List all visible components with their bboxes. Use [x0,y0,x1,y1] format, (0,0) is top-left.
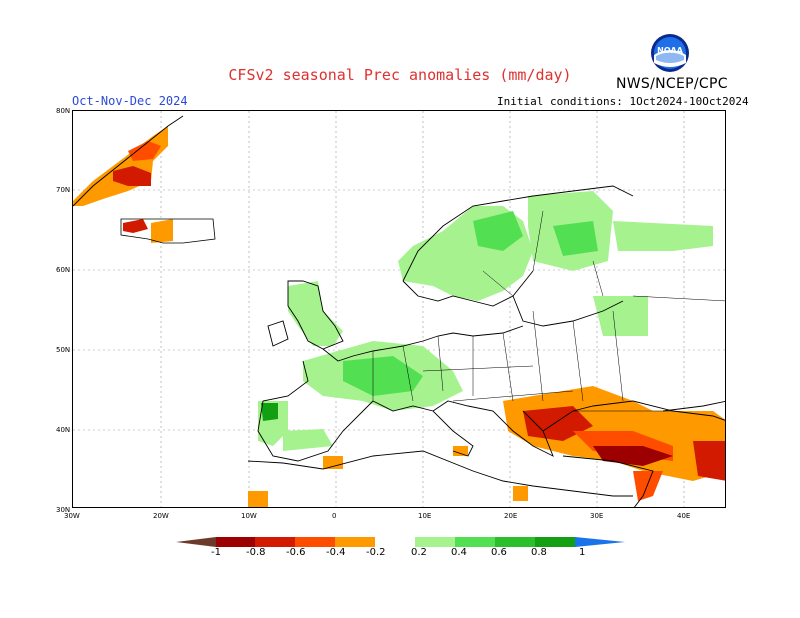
lat-label-70n: 70N [56,186,71,194]
noaa-logo-icon: NOAA [651,34,689,72]
colorbar-swatch-02-04 [415,537,455,547]
colorbar-label: 0.8 [531,547,547,558]
colorbar-label: -1 [211,547,221,558]
chart-title: CFSv2 seasonal Prec anomalies (mm/day) [228,66,572,84]
lon-label-30w: 30W [64,512,80,520]
lon-label-40e: 40E [677,512,691,520]
colorbar-swatch-04-06 [455,537,495,547]
lon-label-30e: 30E [590,512,604,520]
colorbar-swatch-neutral [375,537,415,547]
country-borders [372,210,725,412]
colorbar-label: 0.6 [491,547,507,558]
lat-label-50n: 50N [56,346,71,354]
colorbar-label: 0.4 [451,547,467,558]
anomaly-map [72,110,726,508]
colorbar-swatch-08-1 [535,537,575,547]
lon-label-20w: 20W [153,512,169,520]
lon-label-0: 0 [332,512,337,520]
colorbar-swatch-lt-1 [176,537,216,547]
anomaly-scandinavia-wet [398,191,713,336]
coastlines [73,115,725,507]
lon-label-10e: 10E [418,512,432,520]
lon-label-20e: 20E [504,512,518,520]
forecast-period: Oct-Nov-Dec 2024 [72,94,188,108]
colorbar-swatch-m1-m08 [216,537,255,547]
colorbar-label: 1 [579,547,586,558]
colorbar-swatch-m08-m06 [255,537,295,547]
lat-label-40n: 40N [56,426,71,434]
lon-label-10w: 10W [241,512,257,520]
colorbar-label: -0.8 [246,547,266,558]
lat-label-30n: 30N [56,506,71,514]
colorbar-swatch-06-08 [495,537,535,547]
colorbar-swatch-m06-m04 [295,537,335,547]
colorbar-swatch-gt-1 [575,537,625,547]
anomaly-iceland-dry [120,218,216,244]
colorbar-label: -0.2 [366,547,386,558]
colorbar-label: -0.6 [286,547,306,558]
map-canvas [73,111,725,507]
colorbar-swatch-m04-m02 [335,537,375,547]
colorbar [176,537,625,547]
organization-label: NWS/NCEP/CPC [616,76,728,92]
colorbar-label: 0.2 [411,547,427,558]
svg-text:NOAA: NOAA [657,46,683,55]
lat-label-80n: 80N [56,107,71,115]
initial-conditions: Initial conditions: 1Oct2024-10Oct2024 [497,95,749,108]
anomaly-greenland-dry [73,126,168,206]
anomaly-westeurope-wet [258,281,463,451]
lat-label-60n: 60N [56,266,71,274]
colorbar-label: -0.4 [326,547,346,558]
anomaly-southeast-dry [248,386,725,507]
